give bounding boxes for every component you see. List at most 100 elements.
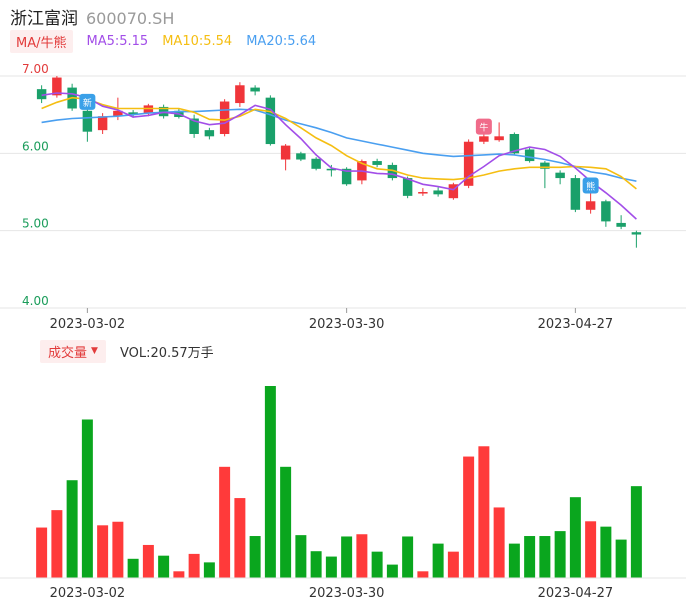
volume-bar <box>188 553 200 578</box>
caret-down-icon: ▼ <box>91 346 98 356</box>
y-tick-label: 5.00 <box>22 217 49 231</box>
candle-body <box>402 178 413 196</box>
volume-bar <box>402 536 414 578</box>
volume-bar <box>97 525 109 578</box>
candle-body <box>387 164 398 179</box>
volume-bar <box>386 564 398 578</box>
marker-badge <box>582 177 599 194</box>
ma10-legend: MA10:5.54 <box>162 33 233 49</box>
volume-bar <box>478 446 490 578</box>
candle-body <box>52 77 62 96</box>
y-tick-label: 6.00 <box>22 139 49 153</box>
x-tick-label: 2023-03-30 <box>309 317 385 332</box>
volume-bar <box>569 497 581 578</box>
volume-bar <box>249 536 261 578</box>
y-tick-label: 7.00 <box>22 62 49 76</box>
volume-value: VOL:20.57万手 <box>119 345 214 361</box>
marker-label: 熊 <box>586 180 595 192</box>
volume-bar <box>142 544 154 578</box>
ma20-legend: MA20:5.64 <box>246 33 317 49</box>
volume-bar <box>417 571 429 578</box>
ma-indicator-toggle[interactable]: MA/牛熊 <box>10 29 73 53</box>
ma20-line <box>41 108 637 182</box>
candle-body <box>631 232 642 235</box>
volume-bar <box>295 535 307 578</box>
volume-bar <box>524 536 536 578</box>
volume-bar <box>630 486 642 578</box>
volume-bar <box>219 466 231 578</box>
candle-body <box>265 97 276 145</box>
volume-toggle-label: 成交量 <box>48 345 88 361</box>
volume-bar <box>493 507 505 578</box>
volume-bar <box>600 526 612 578</box>
volume-bar <box>173 571 185 578</box>
volume-bar <box>280 466 292 578</box>
title-row: 浙江富润 600070.SH <box>10 4 175 29</box>
volume-x-tick-label: 2023-03-30 <box>309 586 385 601</box>
volume-bar <box>310 551 322 578</box>
volume-bar <box>203 562 215 578</box>
candle-body <box>524 149 535 162</box>
volume-bar <box>615 539 627 578</box>
candle-body <box>555 172 565 179</box>
marker-badge <box>79 93 96 110</box>
candle-body <box>36 89 47 100</box>
candle-body <box>494 136 504 141</box>
volume-bar <box>463 456 475 578</box>
marker-label: 新 <box>83 97 92 109</box>
volume-bar <box>66 480 78 578</box>
x-tick-label: 2023-03-02 <box>50 317 126 332</box>
x-tick-label: 2023-04-27 <box>538 317 614 332</box>
y-tick-label: 4.00 <box>22 294 49 308</box>
volume-bar <box>371 551 383 578</box>
candle-body <box>601 201 611 222</box>
candle-body <box>372 161 382 165</box>
marker-badge <box>475 118 492 135</box>
candle-body <box>250 87 260 92</box>
new-badge-icon: 新 <box>79 93 96 110</box>
volume-bar <box>341 536 353 578</box>
candle-body <box>296 153 306 160</box>
volume-bar <box>325 556 337 578</box>
volume-bar <box>356 534 368 578</box>
volume-x-tick-label: 2023-03-02 <box>50 586 126 601</box>
volume-bar <box>112 521 124 578</box>
candle-body <box>509 134 520 154</box>
candle-body <box>341 168 352 185</box>
candle-body <box>585 201 596 210</box>
candle-body <box>189 118 199 134</box>
volume-legend: 成交量 ▼ VOL:20.57万手 <box>40 339 214 363</box>
volume-x-tick-label: 2023-04-27 <box>538 586 614 601</box>
volume-bar <box>51 510 63 578</box>
volume-bar <box>539 536 551 578</box>
candle-body <box>540 162 550 169</box>
ma5-line <box>41 92 637 220</box>
volume-bar <box>432 543 444 578</box>
candle-body <box>570 178 581 210</box>
ma5-legend: MA5:5.15 <box>86 33 149 49</box>
candle-body <box>113 110 123 117</box>
stock-name: 浙江富润 <box>10 9 78 29</box>
volume-bar <box>585 521 597 578</box>
candle-body <box>280 145 291 160</box>
volume-bar <box>36 527 48 578</box>
ma10-line <box>41 96 637 190</box>
candle-body <box>128 112 138 115</box>
candle-body <box>219 101 230 134</box>
candle-body <box>418 192 428 194</box>
candle-body <box>235 85 245 104</box>
stock-code: 600070.SH <box>86 9 175 28</box>
bull-badge-icon: 牛 <box>475 118 492 135</box>
volume-bar <box>447 551 459 578</box>
candle-body <box>204 130 215 137</box>
candle-body <box>311 158 321 169</box>
candle-body <box>326 168 337 171</box>
candle-body <box>448 184 459 199</box>
marker-label: 牛 <box>479 122 488 134</box>
volume-indicator-toggle[interactable]: 成交量 ▼ <box>40 339 106 363</box>
volume-bar <box>554 531 566 578</box>
candle-body <box>463 141 474 186</box>
bear-badge-icon: 熊 <box>582 177 599 194</box>
candle-body <box>433 190 443 195</box>
